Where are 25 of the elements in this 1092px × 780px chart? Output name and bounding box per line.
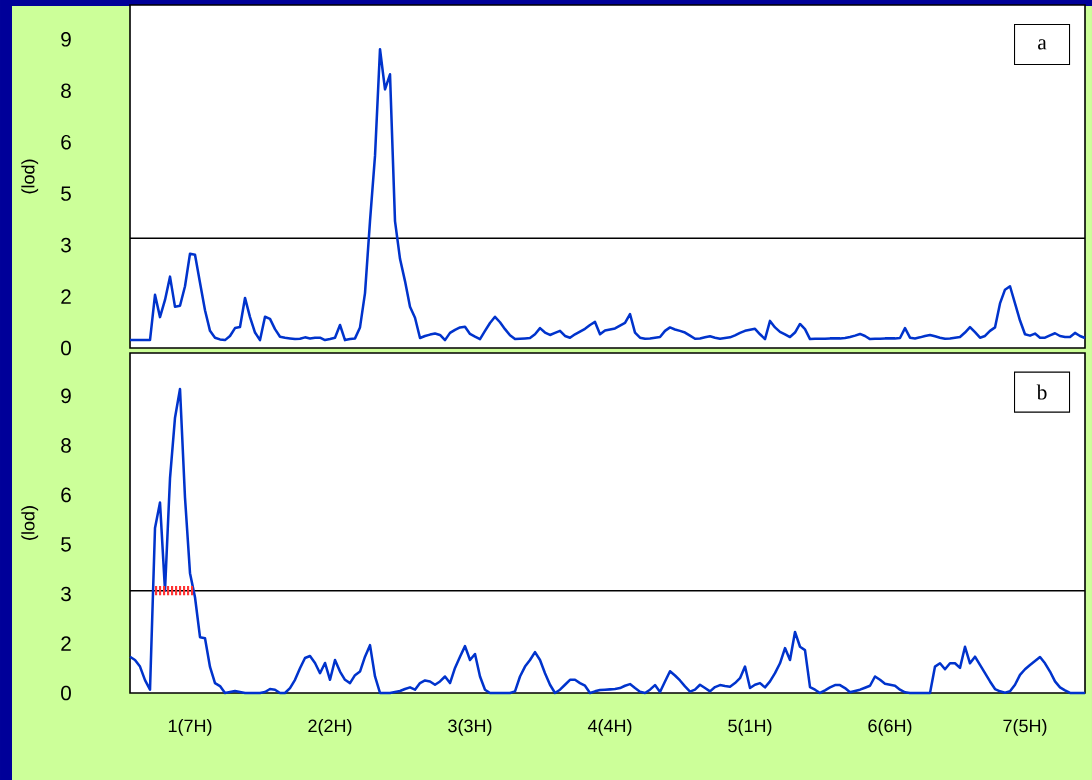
y-tick-label: 0 bbox=[61, 685, 71, 701]
annotation: a bbox=[1038, 39, 1047, 50]
x-tick-label: 7(5H) bbox=[1003, 719, 1047, 736]
y-tick-label: 6 bbox=[61, 134, 71, 150]
y-tick-label: 9 bbox=[61, 31, 71, 47]
y-axis-title: (lod) bbox=[21, 159, 39, 194]
y-tick-label: 5 bbox=[61, 537, 71, 552]
y-tick-label: 3 bbox=[61, 237, 71, 253]
y-tick-label: 5 bbox=[61, 186, 71, 201]
x-tick-label: 6(6H) bbox=[868, 719, 912, 736]
y-tick-label: 3 bbox=[61, 586, 71, 602]
x-tick-label: 1(7H) bbox=[168, 719, 212, 736]
y-tick-label: 2 bbox=[61, 289, 71, 304]
y-tick-label: 0 bbox=[61, 340, 71, 356]
y-tick-label: 2 bbox=[61, 636, 71, 651]
y-tick-label: 8 bbox=[61, 83, 71, 99]
x-tick-label: 3(3H) bbox=[448, 719, 492, 736]
x-tick-label: 2(2H) bbox=[308, 719, 352, 736]
y-tick-label: 9 bbox=[61, 388, 71, 404]
x-tick-label: 5(1H) bbox=[728, 719, 772, 736]
annotation: b bbox=[1036, 384, 1047, 400]
y-tick-label: 6 bbox=[61, 487, 71, 503]
y-tick-label: 8 bbox=[61, 438, 71, 453]
x-tick-label: 4(4H) bbox=[587, 719, 632, 736]
y-axis-title: (lod) bbox=[21, 506, 39, 540]
